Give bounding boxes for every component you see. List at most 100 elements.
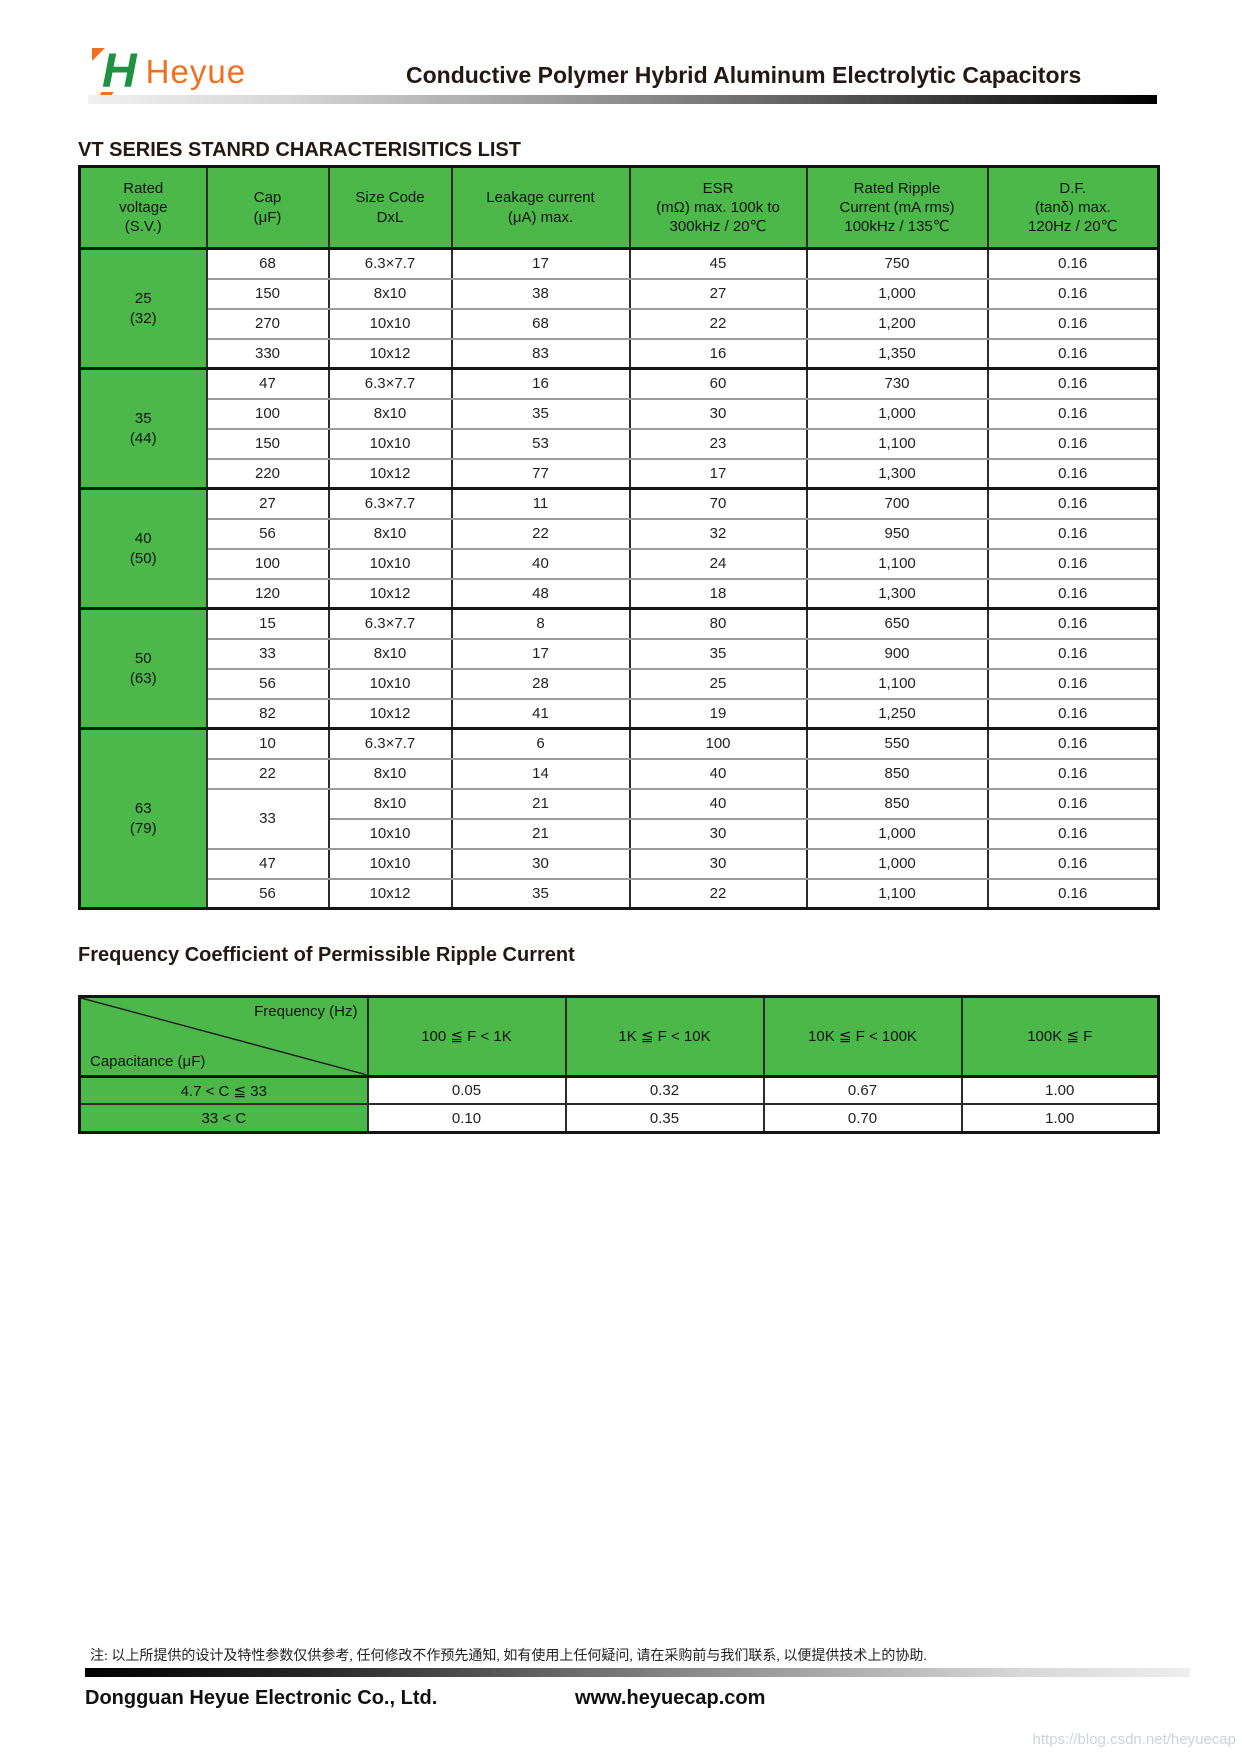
leakage-cell: 22 — [450, 517, 631, 550]
esr-cell: 70 — [628, 487, 808, 520]
cap-cell: 22 — [205, 757, 330, 790]
size-code-cell: 6.3×7.7 — [327, 367, 453, 400]
ripple-cell: 1,000 — [805, 277, 989, 310]
esr-cell: 22 — [628, 877, 808, 910]
corner-frequency-label: Frequency (Hz) — [254, 1003, 358, 1020]
esr-cell: 19 — [628, 697, 808, 730]
column-header: D.F. (tanδ) max. 120Hz / 20℃ — [986, 165, 1160, 250]
leakage-cell: 6 — [450, 727, 631, 760]
cap-cell: 15 — [205, 607, 330, 640]
website-url: www.heyuecap.com — [575, 1687, 766, 1709]
leakage-cell: 16 — [450, 367, 631, 400]
df-cell: 0.16 — [986, 487, 1160, 520]
size-code-cell: 8x10 — [327, 637, 453, 670]
df-cell: 0.16 — [986, 667, 1160, 700]
df-cell: 0.16 — [986, 847, 1160, 880]
df-cell: 0.16 — [986, 817, 1160, 850]
characteristics-table: Rated voltage (S.V.) Cap (μF) Size Code Dx… — [78, 165, 1160, 910]
table-row: 22 8x10 14 40 850 0.16 — [80, 757, 1160, 790]
ripple-cell: 700 — [805, 487, 989, 520]
size-code-cell: 10x10 — [327, 547, 453, 580]
cap-cell: 120 — [205, 577, 330, 610]
esr-cell: 32 — [628, 517, 808, 550]
cap-cell: 47 — [205, 847, 330, 880]
cap-cell: 150 — [205, 427, 330, 460]
df-cell: 0.16 — [986, 517, 1160, 550]
leakage-cell: 21 — [450, 817, 631, 850]
leakage-cell: 83 — [450, 337, 631, 370]
coefficient-cell: 0.67 — [762, 1075, 963, 1106]
coefficient-cell: 0.32 — [564, 1075, 765, 1106]
cap-cell: 47 — [205, 367, 330, 400]
leakage-cell: 38 — [450, 277, 631, 310]
esr-cell: 100 — [628, 727, 808, 760]
table-row: 100 8x10 35 30 1,000 0.16 — [80, 397, 1160, 430]
table-row: 330 10x12 83 16 1,350 0.16 — [80, 337, 1160, 370]
ripple-cell: 550 — [805, 727, 989, 760]
voltage-cell: 35 (44) — [78, 367, 208, 490]
heyue-logo: H Heyue — [92, 45, 246, 98]
size-code-cell: 8x10 — [327, 517, 453, 550]
column-header: Rated voltage (S.V.) — [78, 165, 208, 250]
frequency-corner-cell: Frequency (Hz) Capacitance (μF) — [78, 995, 369, 1078]
ripple-cell: 1,250 — [805, 697, 989, 730]
size-code-cell: 10x10 — [327, 427, 453, 460]
leakage-cell: 40 — [450, 547, 631, 580]
df-cell: 0.16 — [986, 427, 1160, 460]
cap-cell: 330 — [205, 337, 330, 370]
cap-cell: 27 — [205, 487, 330, 520]
leakage-cell: 28 — [450, 667, 631, 700]
column-header: Rated Ripple Current (mA rms) 100kHz / 1… — [805, 165, 989, 250]
size-code-cell: 6.3×7.7 — [327, 487, 453, 520]
table-row: 63 (79) 10 6.3×7.7 6 100 550 0.16 — [78, 727, 1160, 910]
df-cell: 0.16 — [986, 607, 1160, 640]
leakage-cell: 14 — [450, 757, 631, 790]
df-cell: 0.16 — [986, 637, 1160, 670]
esr-cell: 23 — [628, 427, 808, 460]
size-code-cell: 10x10 — [327, 847, 453, 880]
header-divider — [88, 95, 1157, 104]
size-code-cell: 8x10 — [327, 397, 453, 430]
frequency-range-header: 100 ≦ F < 1K — [366, 995, 567, 1078]
ripple-cell: 1,200 — [805, 307, 989, 340]
leakage-cell: 11 — [450, 487, 631, 520]
size-code-cell: 10x12 — [327, 697, 453, 730]
esr-cell: 25 — [628, 667, 808, 700]
size-code-cell: 8x10 — [327, 277, 453, 310]
ripple-cell: 1,100 — [805, 877, 989, 910]
esr-cell: 40 — [628, 757, 808, 790]
esr-cell: 27 — [628, 277, 808, 310]
df-cell: 0.16 — [986, 697, 1160, 730]
table-row: 35 (44) 47 6.3×7.7 16 60 730 0.16 — [78, 367, 1160, 490]
frequency-header-row: Frequency (Hz) Capacitance (μF) 100 ≦ F … — [78, 995, 1160, 1078]
table-row: 270 10x10 68 22 1,200 0.16 — [80, 307, 1160, 340]
leakage-cell: 68 — [450, 307, 631, 340]
df-cell: 0.16 — [986, 757, 1160, 790]
voltage-cell: 50 (63) — [78, 607, 208, 730]
capacitance-range-cell: 33 < C — [78, 1103, 369, 1134]
diagonal-divider — [81, 998, 367, 1075]
frequency-row: 4.7 < C ≦ 33 0.05 0.32 0.67 1.00 — [78, 1075, 1160, 1106]
table-row: 150 8x10 38 27 1,000 0.16 — [80, 277, 1160, 310]
df-cell: 0.16 — [986, 877, 1160, 910]
esr-cell: 30 — [628, 847, 808, 880]
corner-capacitance-label: Capacitance (μF) — [90, 1052, 206, 1070]
df-cell: 0.16 — [986, 337, 1160, 370]
esr-cell: 22 — [628, 307, 808, 340]
coefficient-cell: 1.00 — [960, 1103, 1160, 1134]
cap-cell: 150 — [205, 277, 330, 310]
company-name: Dongguan Heyue Electronic Co., Ltd. — [85, 1687, 438, 1709]
frequency-table: Frequency (Hz) Capacitance (μF) 100 ≦ F … — [78, 995, 1160, 1134]
cap-cell: 100 — [205, 397, 330, 430]
document-title: Conductive Polymer Hybrid Aluminum Elect… — [406, 62, 1082, 88]
cap-cell: 56 — [205, 877, 330, 910]
size-code-cell: 6.3×7.7 — [327, 607, 453, 640]
frequency-range-header: 1K ≦ F < 10K — [564, 995, 765, 1078]
ripple-cell: 850 — [805, 787, 989, 820]
cap-cell: 33 — [205, 637, 330, 670]
esr-cell: 40 — [628, 787, 808, 820]
column-header: Cap (μF) — [205, 165, 330, 250]
logo-h-letter: H — [102, 45, 137, 98]
table-row: 82 10x12 41 19 1,250 0.16 — [80, 697, 1160, 730]
